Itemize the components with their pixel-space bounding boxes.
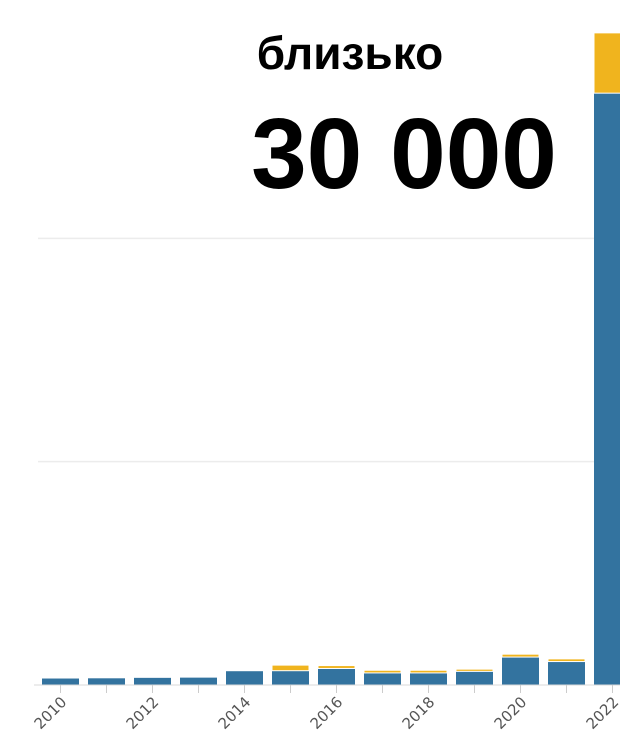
bar-2020-series-1 xyxy=(501,653,540,658)
bar-2020-series-0 xyxy=(502,657,539,685)
bar-2022-series-0 xyxy=(594,93,620,685)
bar-2012-series-0 xyxy=(134,677,171,685)
bar-2017-series-1 xyxy=(363,669,402,674)
bar-2016-series-1 xyxy=(317,665,356,669)
x-tick-label: 2014 xyxy=(215,693,255,733)
bar-2014-series-0 xyxy=(226,670,263,685)
bar-2010-series-0 xyxy=(42,678,79,685)
x-tick-label: 2016 xyxy=(307,693,347,733)
x-tick-label: 2012 xyxy=(123,693,163,733)
bar-2017-series-0 xyxy=(364,672,401,685)
bar-2016-series-0 xyxy=(318,668,355,685)
bar-2022-series-1 xyxy=(593,32,620,94)
bar-2019-series-0 xyxy=(456,671,493,685)
x-tick-label: 2010 xyxy=(31,693,71,733)
x-axis-ticks: 2010 2012 2014 2016 2018 2020 2022 xyxy=(31,685,620,733)
bar-2015-series-1 xyxy=(271,664,310,672)
bar-2018-series-0 xyxy=(410,672,447,685)
bar-2015-series-0 xyxy=(272,670,309,685)
x-tick-label: 2018 xyxy=(399,693,439,733)
x-tick-label: 2020 xyxy=(491,693,531,733)
bar-2019-series-1 xyxy=(455,668,494,672)
bars xyxy=(42,32,620,685)
grid-lines xyxy=(38,237,620,463)
bar-2021-series-0 xyxy=(548,661,585,685)
bar-2021-series-1 xyxy=(547,658,586,663)
annotation-line-2: 30 000 xyxy=(251,98,557,210)
bar-2014-series-1 xyxy=(225,669,264,672)
bar-2013-series-0 xyxy=(180,677,217,685)
x-tick-label: 2022 xyxy=(583,693,620,733)
bar-2018-series-1 xyxy=(409,669,448,674)
annotation-line-1: близько xyxy=(256,27,444,79)
bar-2011-series-0 xyxy=(88,678,125,685)
